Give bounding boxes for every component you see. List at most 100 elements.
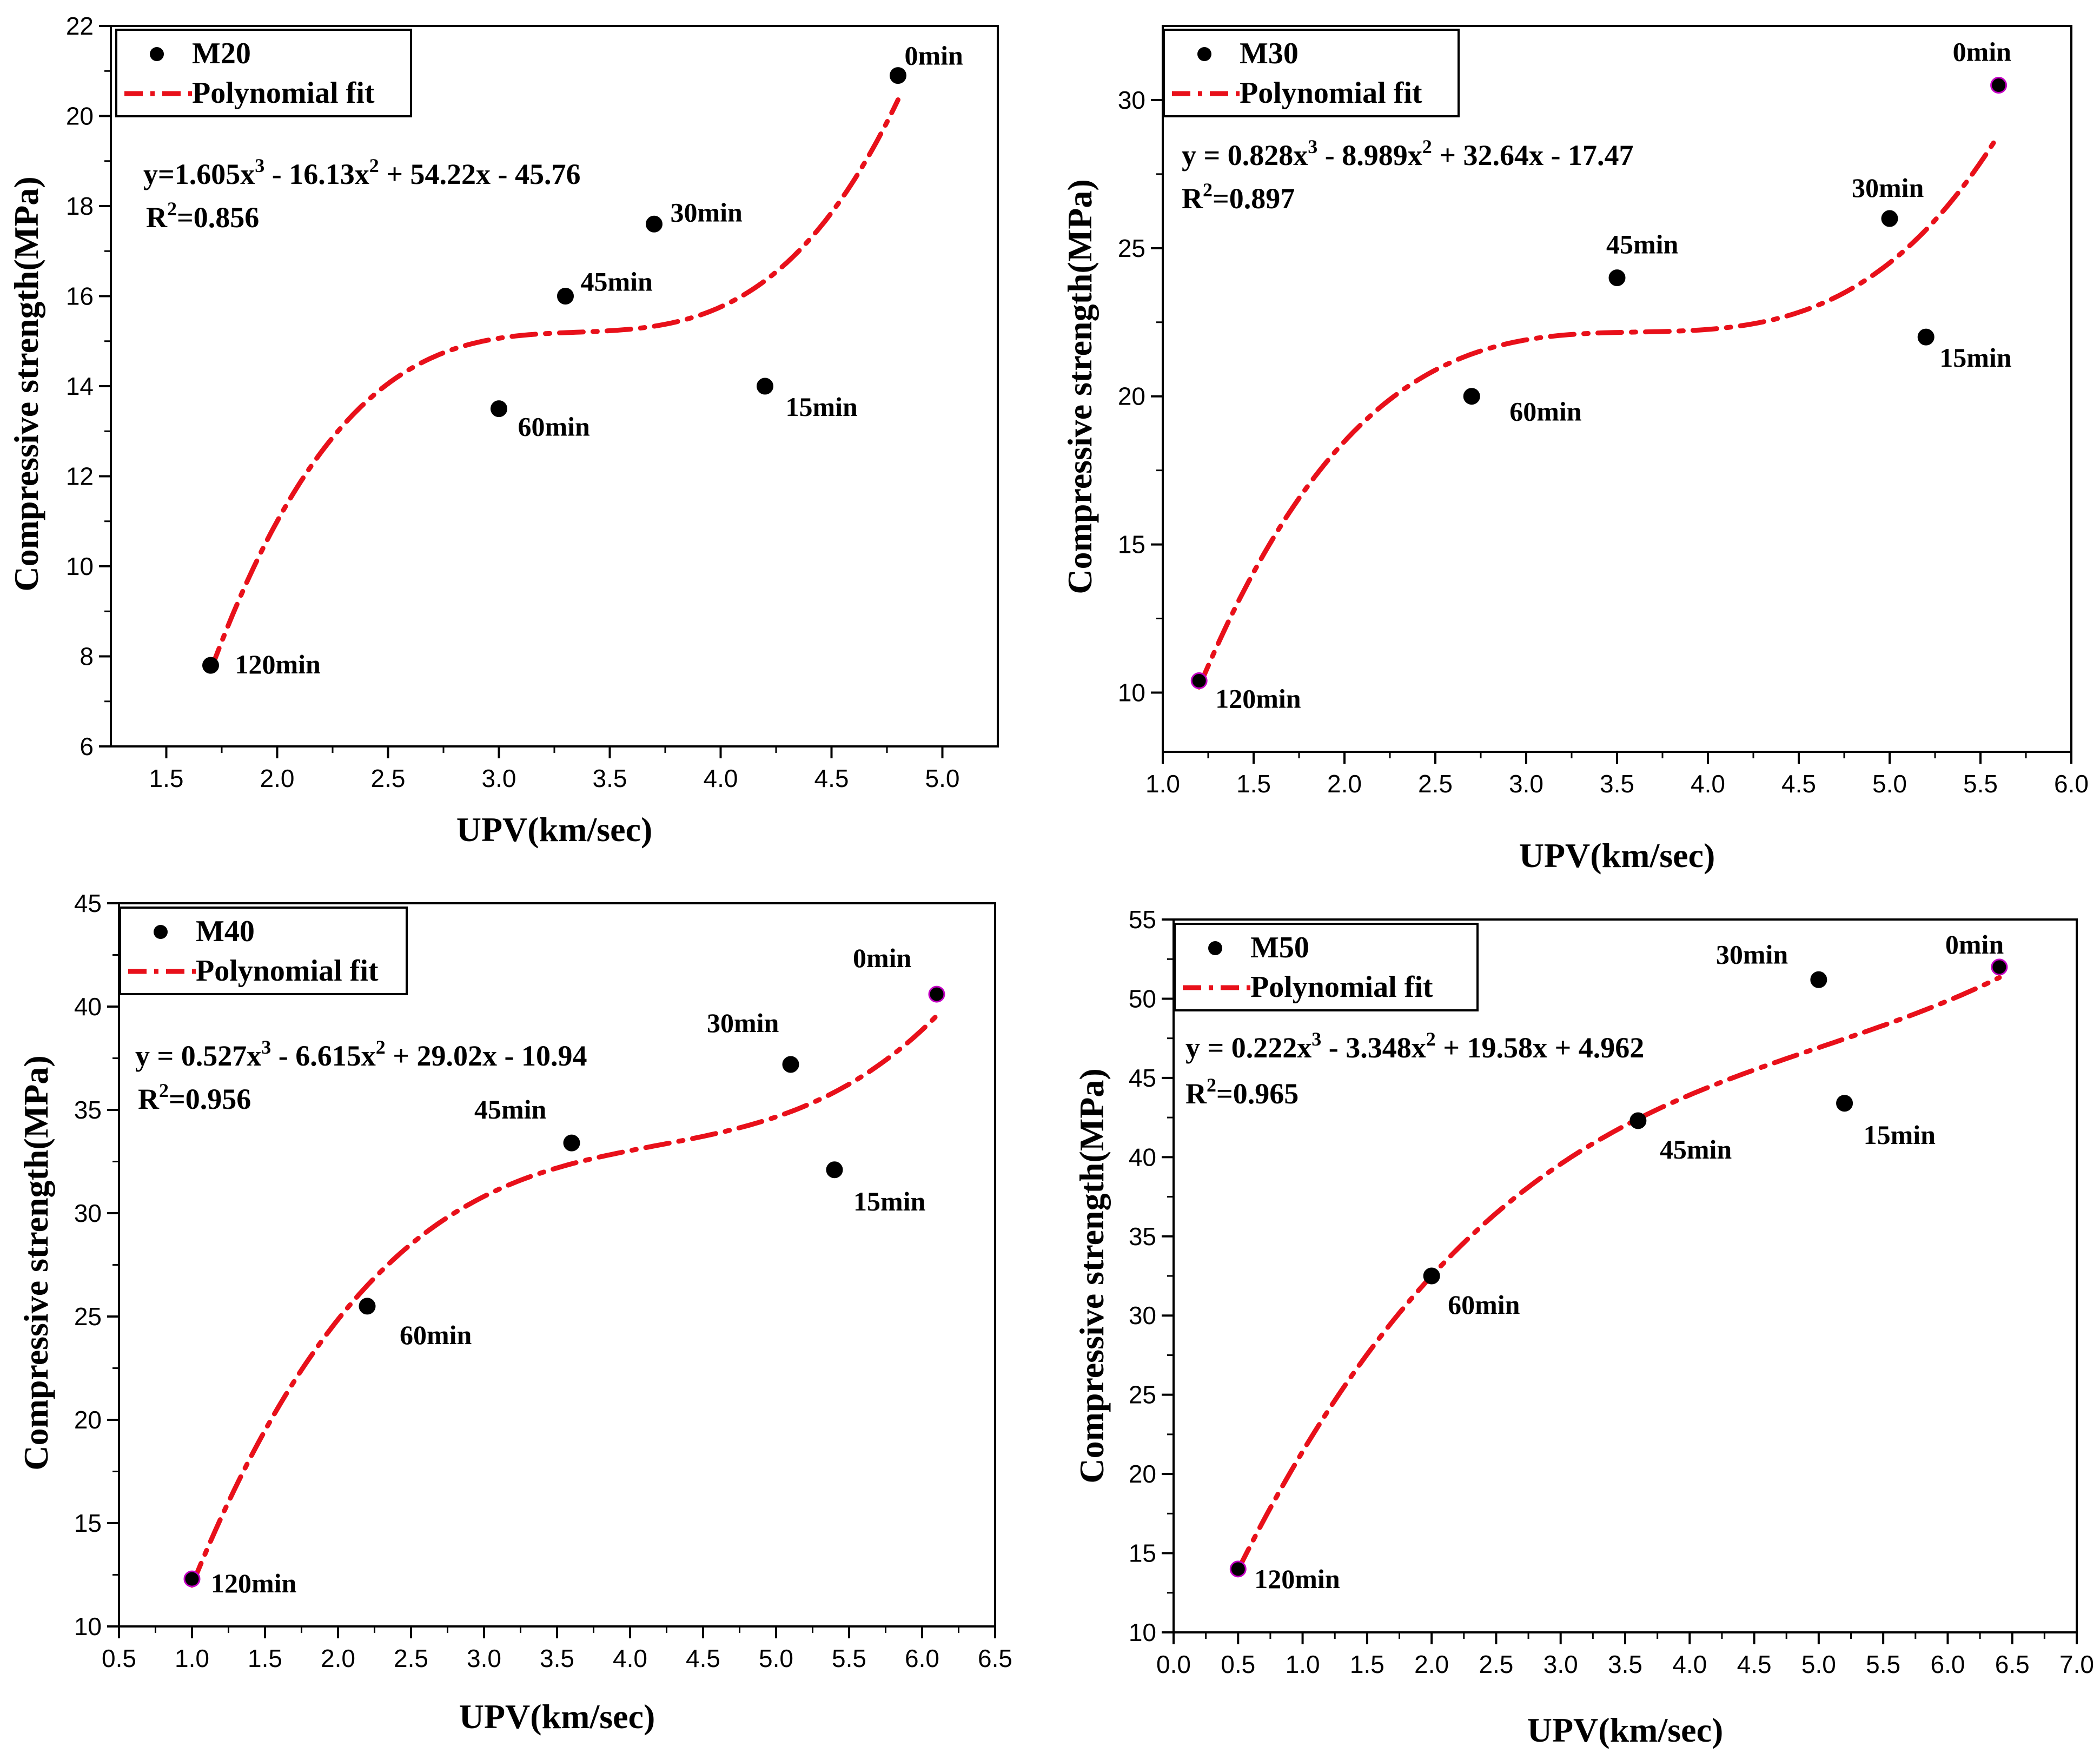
data-point-0min bbox=[1990, 77, 2008, 94]
legend-series-label: M30 bbox=[1240, 37, 1299, 70]
y-tick-label: 20 bbox=[66, 102, 94, 130]
chart-panel-m20: 1.5 2.0 2.5 3.0 3.5 4.0 4.5 5.0 6 8 10 12 14 16 18 20 22… bbox=[7, 12, 999, 849]
x-tick-label: 2.0 bbox=[321, 1644, 355, 1672]
point-label-120min: 120min bbox=[235, 649, 321, 679]
x-tick-label: 1.5 bbox=[248, 1644, 282, 1672]
legend-series-label: M50 bbox=[1250, 931, 1309, 964]
data-point-120min bbox=[1229, 1560, 1247, 1578]
x-tick-label: 6.0 bbox=[1930, 1650, 1965, 1678]
x-tick-label: 1.0 bbox=[1145, 770, 1180, 798]
data-point-45min bbox=[1608, 269, 1626, 287]
data-point-60min bbox=[1423, 1267, 1440, 1285]
x-tick-label: 4.5 bbox=[686, 1644, 720, 1672]
x-tick-label: 1.0 bbox=[1286, 1650, 1320, 1678]
point-label-0min: 0min bbox=[905, 41, 964, 71]
x-tick-label: 5.0 bbox=[925, 764, 960, 792]
legend-series-label: M40 bbox=[196, 915, 255, 948]
x-tick-label: 2.5 bbox=[1418, 770, 1453, 798]
y-tick-label: 20 bbox=[1129, 1460, 1156, 1488]
y-tick-label: 10 bbox=[1129, 1618, 1156, 1646]
x-tick-label: 1.5 bbox=[149, 764, 184, 792]
y-tick-label: 50 bbox=[1129, 984, 1156, 1013]
x-tick-label: 5.5 bbox=[1963, 770, 1998, 798]
chart-panel-m40: 0.5 1.0 1.5 2.0 2.5 3.0 3.5 4.0 4.5 5.0 5.5 6.0 6.5 1… bbox=[17, 889, 1012, 1736]
point-label-0min: 0min bbox=[1953, 37, 2012, 67]
y-tick-label: 15 bbox=[1118, 531, 1145, 559]
data-point-45min bbox=[563, 1134, 580, 1152]
y-axis-title: Compressive strength(MPa) bbox=[1072, 1068, 1111, 1483]
x-tick-label: 1.0 bbox=[175, 1644, 209, 1672]
point-label-45min: 45min bbox=[1660, 1134, 1732, 1165]
x-axis-title: UPV(km/sec) bbox=[459, 1697, 655, 1736]
x-tick-label: 4.5 bbox=[814, 764, 849, 792]
r-squared: R2=0.956 bbox=[138, 1080, 251, 1115]
point-label-60min: 60min bbox=[518, 412, 591, 442]
x-tick-label: 5.5 bbox=[1866, 1650, 1900, 1678]
y-tick-label: 20 bbox=[1118, 382, 1145, 411]
y-tick-label: 10 bbox=[1118, 678, 1145, 706]
data-point-30min bbox=[646, 215, 663, 233]
x-tick-label: 6.5 bbox=[1995, 1650, 2030, 1678]
legend-box bbox=[1174, 923, 1479, 1011]
r-squared: R2=0.897 bbox=[1182, 179, 1295, 215]
x-axis-title: UPV(km/sec) bbox=[456, 810, 653, 849]
y-tick-label: 18 bbox=[66, 192, 94, 220]
x-tick-label: 4.5 bbox=[1737, 1650, 1772, 1678]
legend-box bbox=[1163, 29, 1460, 117]
fit-equation: y = 0.222x3 - 3.348x2 + 19.58x + 4.962 bbox=[1185, 1028, 1644, 1064]
y-tick-label: 6 bbox=[80, 732, 94, 760]
y-tick-label: 35 bbox=[74, 1096, 102, 1124]
y-tick-label: 10 bbox=[66, 552, 94, 580]
data-point-15min bbox=[826, 1161, 843, 1179]
y-tick-label: 25 bbox=[1118, 234, 1145, 262]
point-label-120min: 120min bbox=[1254, 1564, 1340, 1594]
y-tick-label: 45 bbox=[74, 889, 102, 917]
x-tick-label: 0.5 bbox=[1221, 1650, 1255, 1678]
data-point-0min bbox=[928, 985, 945, 1003]
polynomial-fit-line bbox=[189, 1013, 939, 1588]
x-tick-label: 4.0 bbox=[613, 1644, 647, 1672]
data-point-0min bbox=[890, 67, 906, 84]
y-tick-label: 12 bbox=[66, 462, 94, 491]
x-axis-title: UPV(km/sec) bbox=[1527, 1711, 1724, 1749]
y-tick-label: 15 bbox=[74, 1509, 102, 1537]
data-point-120min bbox=[1190, 672, 1208, 690]
y-tick-label: 30 bbox=[1129, 1301, 1156, 1329]
point-label-30min: 30min bbox=[1716, 939, 1788, 969]
chart-panel-m30: 1.0 1.5 2.0 2.5 3.0 3.5 4.0 4.5 5.0 5.5 6.0 10 15 20 2… bbox=[1061, 25, 2089, 875]
y-tick-label: 20 bbox=[74, 1406, 102, 1434]
y-tick-label: 40 bbox=[74, 993, 102, 1021]
point-label-120min: 120min bbox=[211, 1568, 297, 1598]
y-axis-title: Compressive strength(MPa) bbox=[1061, 179, 1099, 594]
y-tick-label: 15 bbox=[1129, 1539, 1156, 1567]
point-label-0min: 0min bbox=[853, 943, 912, 973]
legend-fit-label: Polynomial fit bbox=[192, 76, 375, 110]
x-tick-label: 5.0 bbox=[1801, 1650, 1836, 1678]
x-tick-label: 2.5 bbox=[371, 764, 406, 792]
data-point-45min bbox=[557, 288, 574, 305]
r-squared: R2=0.965 bbox=[1185, 1074, 1299, 1110]
data-point-60min bbox=[491, 400, 507, 418]
x-tick-label: 2.0 bbox=[260, 764, 295, 792]
legend-point-marker bbox=[1197, 47, 1211, 61]
data-point-15min bbox=[1917, 328, 1935, 346]
data-point-0min bbox=[1991, 958, 2008, 976]
x-tick-label: 7.0 bbox=[2059, 1650, 2094, 1678]
data-point-60min bbox=[359, 1298, 376, 1315]
y-tick-label: 16 bbox=[66, 282, 94, 310]
point-label-45min: 45min bbox=[474, 1094, 547, 1124]
x-axis-title: UPV(km/sec) bbox=[1519, 836, 1715, 875]
legend-point-marker bbox=[150, 47, 164, 61]
data-point-30min bbox=[1810, 971, 1827, 988]
legend-fit-label: Polynomial fit bbox=[1250, 970, 1433, 1004]
legend-fit-label: Polynomial fit bbox=[1240, 76, 1422, 110]
point-label-30min: 30min bbox=[1852, 173, 1924, 203]
x-tick-label: 3.0 bbox=[482, 764, 516, 792]
x-tick-label: 0.5 bbox=[102, 1644, 136, 1672]
y-tick-label: 45 bbox=[1129, 1064, 1156, 1092]
point-label-45min: 45min bbox=[1606, 229, 1679, 260]
point-label-60min: 60min bbox=[400, 1320, 472, 1350]
y-tick-label: 30 bbox=[74, 1199, 102, 1227]
y-axis-title: Compressive strength(MPa) bbox=[17, 1055, 55, 1470]
